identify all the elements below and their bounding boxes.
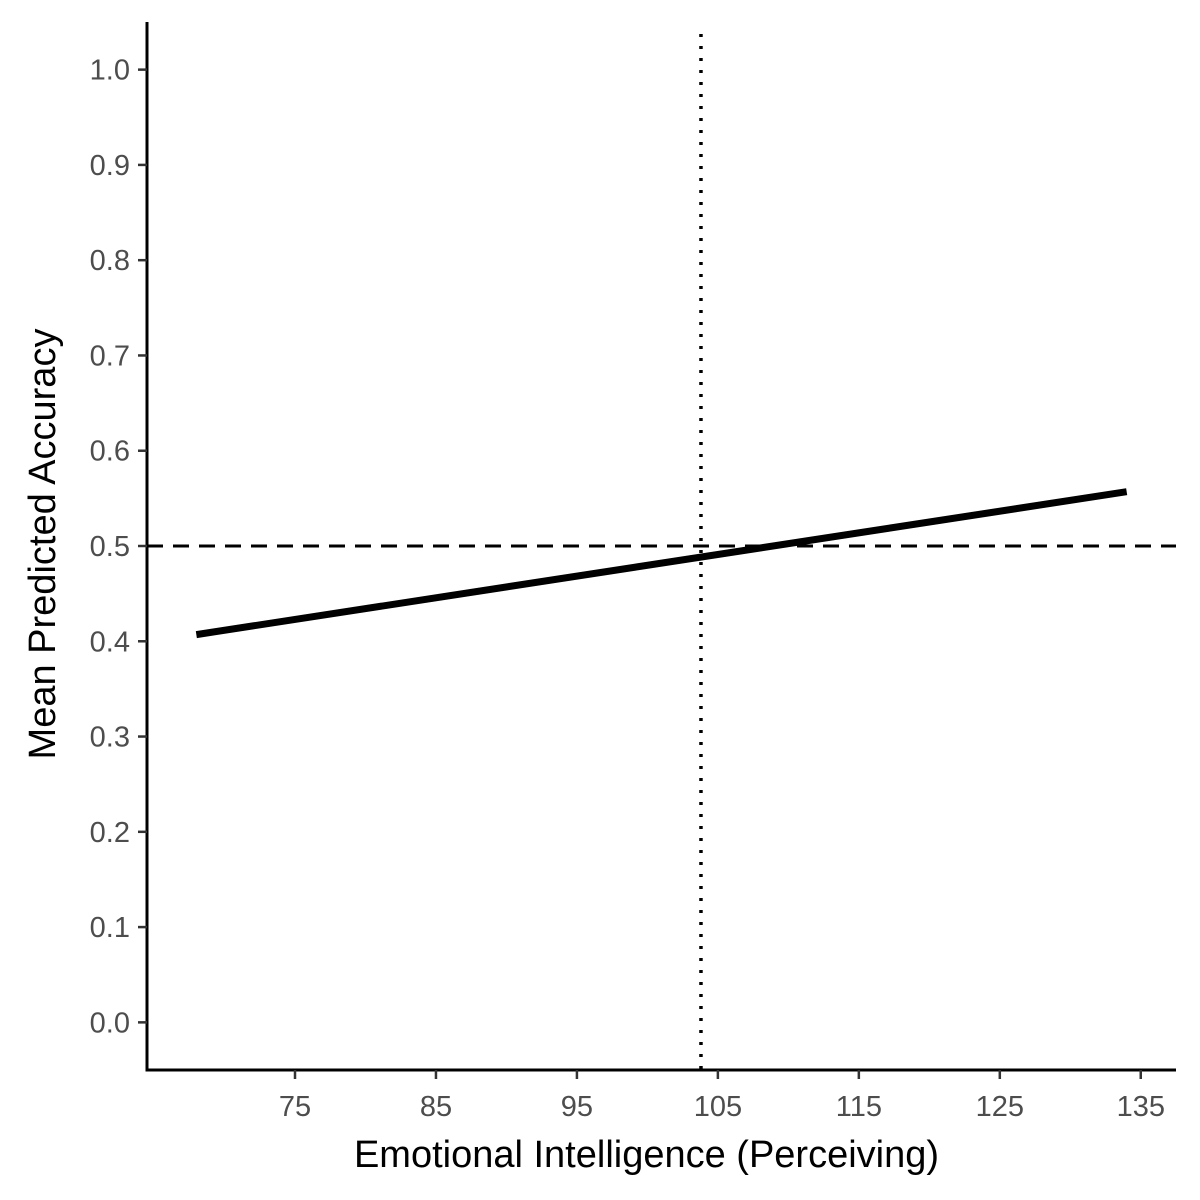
y-tick-label: 0.6 [90,436,130,468]
x-tick-label: 85 [420,1091,452,1123]
tick-marks [138,68,1143,1079]
x-tick-label: 135 [1117,1091,1165,1123]
y-tick-label: 0.7 [90,340,130,372]
axes [145,22,1176,1072]
y-tick-label: 0.8 [90,245,130,277]
y-tick-label: 0.3 [90,722,130,754]
x-tick-label: 75 [279,1091,311,1123]
y-tick-label: 0.1 [90,912,130,944]
tick-labels: 0.0 0.1 0.2 0.3 0.4 0.5 0.6 0.7 0.8 0.9 1.0 75 85 95 1… [90,55,1165,1123]
series-line-0 [195,488,1128,639]
y-axis-title: Mean Predicted Accuracy [22,329,64,760]
y-tick-label: 0.4 [90,626,130,658]
x-tick-label: 105 [694,1091,742,1123]
y-tick-label: 0.9 [90,150,130,182]
y-tick-label: 0.5 [90,531,130,563]
x-axis-title: Emotional Intelligence (Perceiving) [354,1134,939,1176]
x-tick-label: 125 [976,1091,1024,1123]
x-tick-label: 115 [836,1091,882,1123]
series-lines [195,488,1128,639]
x-tick-label: 95 [561,1091,593,1123]
reference-lines [147,34,1176,1070]
y-tick-label: 1.0 [90,55,130,87]
y-tick-label: 0.2 [90,817,130,849]
y-tick-label: 0.0 [90,1007,130,1039]
